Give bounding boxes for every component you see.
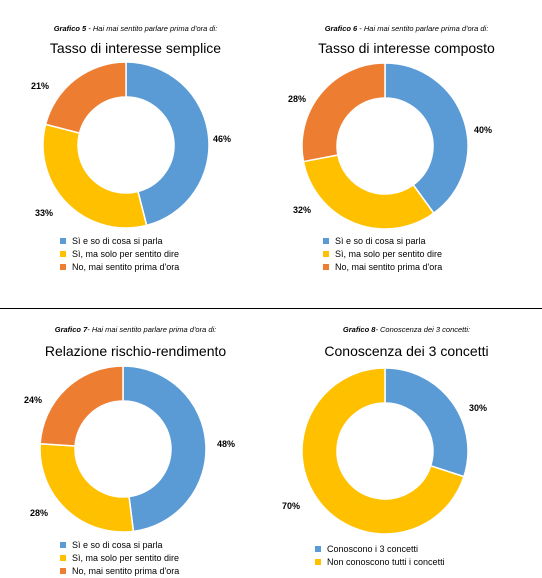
chart-panel-1: Grafico 5 - Hai mai sentito parlare prim… <box>0 0 271 289</box>
legend-swatch <box>60 541 66 548</box>
donut-slice <box>301 367 465 535</box>
legend-swatch <box>323 250 329 257</box>
caption-text: - Hai mai sentito parlare prima d'ora di… <box>357 24 489 33</box>
data-label: 40% <box>474 125 492 135</box>
donut-chart: 40% 32% 28% <box>288 62 492 230</box>
legend-item: Non conoscono tutti i concetti <box>315 555 445 568</box>
legend-label: Sì, ma solo per sentito dire <box>72 552 180 563</box>
chart-title: Relazione rischio-rendimento <box>44 343 227 359</box>
data-label: 28% <box>30 508 48 518</box>
data-label: 48% <box>217 439 235 449</box>
data-label: 24% <box>24 395 42 405</box>
legend-item: Sì e so di cosa si parla <box>323 234 442 247</box>
caption-prefix: Grafico 8 <box>342 325 376 334</box>
chart-panel-4: Grafico 8- Conoscenza dei 3 concetti: Co… <box>271 289 542 578</box>
chart-caption: Grafico 6 - Hai mai sentito parlare prim… <box>271 24 542 33</box>
legend-item: Sì e so di cosa si parla <box>60 538 179 551</box>
caption-prefix: Grafico 6 <box>324 24 358 33</box>
data-label: 46% <box>213 134 231 144</box>
donut-slice <box>39 442 135 533</box>
legend-label: Sì e so di cosa si parla <box>72 235 163 246</box>
chart-legend: Sì e so di cosa si parla Sì, ma solo per … <box>323 234 442 273</box>
legend-swatch <box>323 237 329 244</box>
legend-swatch <box>323 263 329 270</box>
data-label: 30% <box>469 403 487 413</box>
data-label: 33% <box>35 208 53 218</box>
chart-title: Tasso di interesse semplice <box>49 40 222 56</box>
legend-label: No, mai sentito prima d'ora <box>335 261 443 272</box>
donut-slice <box>125 61 210 227</box>
legend-swatch <box>60 554 66 561</box>
chart-legend: Sì e so di cosa si parla Sì, ma solo per … <box>60 538 179 577</box>
caption-text: - Conoscenza dei 3 concetti: <box>375 325 471 334</box>
legend-item: No, mai sentito prima d'ora <box>60 564 179 577</box>
donut-chart: 30% 70% <box>282 367 487 535</box>
data-label: 32% <box>293 205 311 215</box>
legend-label: Sì e so di cosa si parla <box>72 539 163 550</box>
legend-swatch <box>60 567 66 574</box>
caption-prefix: Grafico 5 <box>53 24 87 33</box>
legend-swatch <box>60 263 66 270</box>
legend-item: Sì, ma solo per sentito dire <box>60 247 179 260</box>
legend-item: Sì e so di cosa si parla <box>60 234 179 247</box>
data-label: 28% <box>288 94 306 104</box>
legend-item: Sì, ma solo per sentito dire <box>60 551 179 564</box>
legend-label: Sì, ma solo per sentito dire <box>72 248 180 259</box>
legend-swatch <box>60 237 66 244</box>
chart-legend: Sì e so di cosa si parla Sì, ma solo per … <box>60 234 179 273</box>
chart-title: Tasso di interesse composto <box>318 40 495 56</box>
chart-caption: Grafico 5 - Hai mai sentito parlare prim… <box>0 24 271 33</box>
donut-slice <box>384 367 469 478</box>
donut-slice <box>301 62 386 163</box>
caption-text: - Hai mai sentito parlare prima d'ora di… <box>87 325 217 334</box>
legend-label: Non conoscono tutti i concetti <box>327 556 445 567</box>
donut-slice <box>122 365 207 533</box>
legend-item: Sì, ma solo per sentito dire <box>323 247 442 260</box>
data-label: 70% <box>282 501 300 511</box>
data-label: 21% <box>31 81 49 91</box>
legend-swatch <box>315 558 321 565</box>
legend-label: No, mai sentito prima d'ora <box>72 565 180 576</box>
divider-line <box>0 308 542 309</box>
chart-title: Conoscenza dei 3 concetti <box>324 343 489 359</box>
legend-label: Sì, ma solo per sentito dire <box>335 248 443 259</box>
legend-item: No, mai sentito prima d'ora <box>323 260 442 273</box>
legend-label: No, mai sentito prima d'ora <box>72 261 180 272</box>
caption-prefix: Grafico 7 <box>54 325 88 334</box>
donut-slice <box>302 154 435 230</box>
donut-chart: 48% 28% 24% <box>24 365 235 533</box>
chart-caption: Grafico 7- Hai mai sentito parlare prima… <box>0 325 271 334</box>
legend-item: No, mai sentito prima d'ora <box>60 260 179 273</box>
chart-panel-2: Grafico 6 - Hai mai sentito parlare prim… <box>271 0 542 289</box>
donut-chart: 46% 33% 21% <box>31 61 231 229</box>
chart-caption: Grafico 8- Conoscenza dei 3 concetti: <box>271 325 542 334</box>
legend-label: Conoscono i 3 concetti <box>327 543 419 554</box>
donut-slice <box>39 365 124 447</box>
donut-slice <box>44 61 127 134</box>
legend-item: Conoscono i 3 concetti <box>315 542 445 555</box>
caption-text: - Hai mai sentito parlare prima d'ora di… <box>86 24 218 33</box>
legend-swatch <box>60 250 66 257</box>
legend-swatch <box>315 545 321 552</box>
chart-legend: Conoscono i 3 concetti Non conoscono tutt… <box>315 542 445 568</box>
chart-panel-3: Grafico 7- Hai mai sentito parlare prima… <box>0 289 271 578</box>
donut-slice <box>384 62 469 215</box>
legend-label: Sì e so di cosa si parla <box>335 235 426 246</box>
donut-slice <box>42 123 148 229</box>
